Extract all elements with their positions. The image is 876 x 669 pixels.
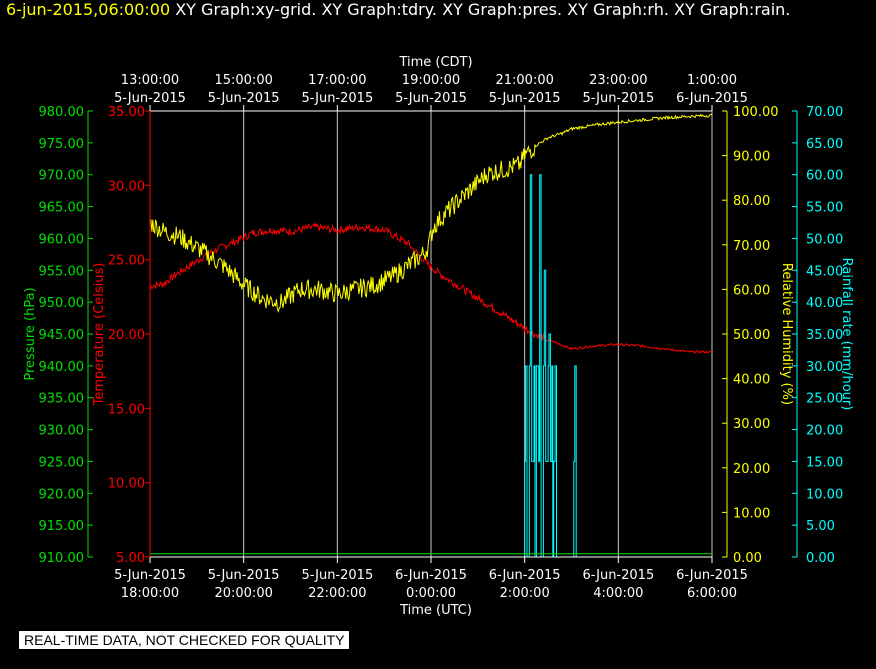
chart-header: 6-jun-2015,06:00:00 XY Graph:xy-grid. XY… xyxy=(6,0,790,20)
pressure-tick-label: 935.00 xyxy=(39,392,85,407)
quality-disclaimer: REAL-TIME DATA, NOT CHECKED FOR QUALITY xyxy=(19,631,350,649)
top-tick-date-label: 6-Jun-2015 xyxy=(676,91,748,106)
rainfall-tick-label: 55.00 xyxy=(806,201,843,216)
top-tick-time-label: 19:00:00 xyxy=(402,73,460,88)
pressure-tick-label: 930.00 xyxy=(39,424,85,439)
bottom-axis-title: Time (UTC) xyxy=(399,603,472,618)
pressure-tick-label: 920.00 xyxy=(39,487,85,502)
humidity-axis-title: Relative Humidity (%) xyxy=(779,263,794,405)
temperature-tick-label: 30.00 xyxy=(108,179,145,194)
pressure-tick-label: 915.00 xyxy=(39,519,85,534)
top-tick-time-label: 23:00:00 xyxy=(589,73,647,88)
rainfall-tick-label: 70.00 xyxy=(806,105,843,120)
temperature-tick-label: 20.00 xyxy=(108,328,145,343)
rainfall-tick-label: 45.00 xyxy=(806,264,843,279)
temperature-tick-label: 25.00 xyxy=(108,254,145,269)
pressure-axis-title: Pressure (hPa) xyxy=(23,287,38,380)
bottom-tick-date-label: 6-Jun-2015 xyxy=(489,568,561,583)
rainfall-tick-label: 65.00 xyxy=(806,137,843,152)
pressure-tick-label: 925.00 xyxy=(39,455,85,470)
pressure-tick-label: 950.00 xyxy=(39,296,85,311)
pressure-tick-label: 960.00 xyxy=(39,232,85,247)
rainfall-tick-label: 35.00 xyxy=(806,328,843,343)
top-tick-date-label: 5-Jun-2015 xyxy=(208,91,280,106)
temperature-tick-label: 15.00 xyxy=(108,402,145,417)
bottom-tick-time-label: 2:00:00 xyxy=(500,586,550,601)
humidity-tick-label: 30.00 xyxy=(733,417,770,432)
humidity-tick-label: 70.00 xyxy=(733,239,770,254)
rainfall-tick-label: 50.00 xyxy=(806,232,843,247)
pressure-tick-label: 970.00 xyxy=(39,169,85,184)
bottom-tick-time-label: 22:00:00 xyxy=(308,586,366,601)
rainfall-tick-label: 40.00 xyxy=(806,296,843,311)
humidity-tick-label: 100.00 xyxy=(733,105,779,120)
bottom-tick-date-label: 6-Jun-2015 xyxy=(395,568,467,583)
rainfall-tick-label: 15.00 xyxy=(806,455,843,470)
rainfall-tick-label: 25.00 xyxy=(806,392,843,407)
rainfall-tick-label: 60.00 xyxy=(806,169,843,184)
pressure-tick-label: 940.00 xyxy=(39,360,85,375)
series-lines xyxy=(149,113,713,558)
bottom-tick-time-label: 20:00:00 xyxy=(214,586,272,601)
grid-lines xyxy=(149,110,713,558)
temperature-tick-label: 5.00 xyxy=(116,551,145,566)
pressure-tick-label: 965.00 xyxy=(39,201,85,216)
humidity-tick-label: 40.00 xyxy=(733,373,770,388)
humidity-tick-label: 80.00 xyxy=(733,194,770,209)
bottom-tick-time-label: 18:00:00 xyxy=(121,586,179,601)
top-tick-date-label: 5-Jun-2015 xyxy=(301,91,373,106)
humidity-tick-label: 90.00 xyxy=(733,150,770,165)
top-tick-time-label: 21:00:00 xyxy=(495,73,553,88)
temperature-tick-label: 35.00 xyxy=(108,105,145,120)
header-graph-titles: XY Graph:xy-grid. XY Graph:tdry. XY Grap… xyxy=(175,0,791,19)
pressure-tick-label: 980.00 xyxy=(39,105,85,120)
top-tick-time-label: 15:00:00 xyxy=(214,73,272,88)
humidity-tick-label: 60.00 xyxy=(733,283,770,298)
top-tick-date-label: 5-Jun-2015 xyxy=(582,91,654,106)
rainfall-series-line xyxy=(150,174,712,558)
top-tick-time-label: 17:00:00 xyxy=(308,73,366,88)
bottom-tick-date-label: 5-Jun-2015 xyxy=(301,568,373,583)
temperature-tick-label: 10.00 xyxy=(108,477,145,492)
humidity-series-line xyxy=(149,113,713,314)
bottom-tick-date-label: 6-Jun-2015 xyxy=(676,568,748,583)
rainfall-tick-label: 10.00 xyxy=(806,487,843,502)
top-tick-date-label: 5-Jun-2015 xyxy=(489,91,561,106)
pressure-tick-label: 955.00 xyxy=(39,264,85,279)
rainfall-tick-label: 5.00 xyxy=(806,519,835,534)
temperature-axis-title: Temperature (Celsius) xyxy=(92,263,107,407)
bottom-tick-date-label: 5-Jun-2015 xyxy=(114,568,186,583)
humidity-tick-label: 50.00 xyxy=(733,328,770,343)
axes xyxy=(87,105,798,563)
rainfall-tick-label: 0.00 xyxy=(806,551,835,566)
pressure-tick-label: 910.00 xyxy=(39,551,85,566)
header-timestamp: 6-jun-2015,06:00:00 xyxy=(6,0,171,19)
bottom-tick-date-label: 6-Jun-2015 xyxy=(582,568,654,583)
humidity-tick-label: 10.00 xyxy=(733,506,770,521)
pressure-tick-label: 975.00 xyxy=(39,137,85,152)
rainfall-axis-title: Rainfall rate (mm/hour) xyxy=(839,258,854,411)
top-axis-title: Time (CDT) xyxy=(398,55,472,70)
top-tick-time-label: 13:00:00 xyxy=(121,73,179,88)
humidity-tick-label: 20.00 xyxy=(733,462,770,477)
top-tick-date-label: 5-Jun-2015 xyxy=(395,91,467,106)
bottom-tick-date-label: 5-Jun-2015 xyxy=(208,568,280,583)
rainfall-tick-label: 20.00 xyxy=(806,424,843,439)
axis-labels: 13:00:00 5-Jun-2015 15:00:00 5-Jun-2015 17:0… xyxy=(23,55,854,618)
top-tick-date-label: 5-Jun-2015 xyxy=(114,91,186,106)
top-tick-time-label: 1:00:00 xyxy=(687,73,737,88)
bottom-tick-time-label: 4:00:00 xyxy=(593,586,643,601)
pressure-tick-label: 945.00 xyxy=(39,328,85,343)
bottom-tick-time-label: 0:00:00 xyxy=(406,586,456,601)
bottom-tick-time-label: 6:00:00 xyxy=(687,586,737,601)
humidity-tick-label: 0.00 xyxy=(733,551,762,566)
temperature-series-line xyxy=(149,221,713,354)
rainfall-tick-label: 30.00 xyxy=(806,360,843,375)
